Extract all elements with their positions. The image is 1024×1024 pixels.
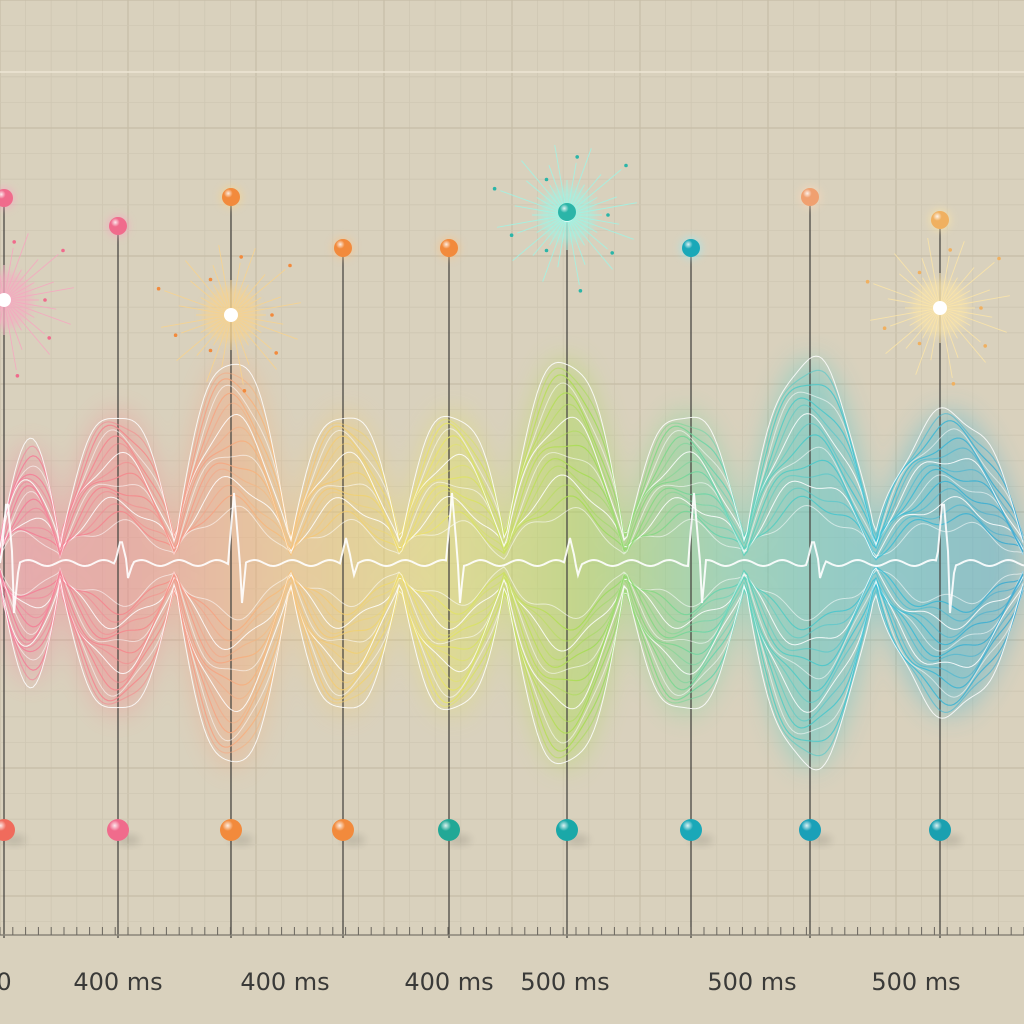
waveform-line: [0, 578, 1024, 713]
waveform-line: [0, 434, 1024, 558]
waveform-line: [0, 578, 1024, 771]
marker-bead-bottom: [0, 819, 26, 845]
marker-bead-bottom: [799, 819, 832, 845]
marker-bead-bottom: [220, 819, 253, 845]
marker-bead-bottom: [107, 819, 140, 845]
marker-bead-top: [332, 237, 354, 259]
marker-bead-bottom: [332, 819, 365, 845]
x-tick-label: 0: [0, 968, 12, 996]
waveform-line: [0, 504, 1024, 560]
x-axis-tick-labels: 0 400 ms 400 ms 400 ms 500 ms 500 ms 500 ms: [0, 968, 961, 996]
marker-bead-top: [0, 187, 15, 209]
x-tick-label: 400 ms: [240, 968, 329, 996]
marker-bead-top: [556, 201, 578, 223]
marker-bead-bottom: [438, 819, 471, 845]
x-tick-label: 400 ms: [73, 968, 162, 996]
wave-glow: [0, 358, 1024, 768]
waveform-line: [0, 573, 1024, 704]
waveform-line: [0, 566, 1024, 680]
wave-glow-fill: [0, 358, 1024, 768]
marker-bead-top: [680, 237, 702, 259]
marker-bead-top: [220, 186, 242, 208]
x-tick-label: 500 ms: [871, 968, 960, 996]
waveform-lines: [0, 355, 1024, 771]
sparkle-bursts: [0, 145, 1010, 393]
marker-bead-bottom: [680, 819, 713, 845]
waveform-line: [0, 446, 1024, 560]
sparkle-burst: [156, 245, 301, 393]
waveform-line: [0, 413, 1024, 548]
marker-bead-top: [438, 237, 460, 259]
waveform-line: [0, 422, 1024, 553]
marker-bead-bottom: [929, 819, 962, 845]
marker-bead-bottom: [556, 819, 589, 845]
marker-bead-top: [107, 215, 129, 237]
x-tick-label: 400 ms: [404, 968, 493, 996]
sparkle-burst: [0, 233, 74, 378]
marker-bead-top: [929, 209, 951, 231]
waveform-line: [0, 355, 1024, 548]
marker-beads: [0, 186, 962, 845]
sparkle-burst: [865, 238, 1010, 386]
waveform-line: [0, 568, 1024, 692]
x-tick-label: 500 ms: [707, 968, 796, 996]
signal-trace: [0, 492, 1024, 614]
x-tick-label: 500 ms: [520, 968, 609, 996]
marker-bead-top: [799, 186, 821, 208]
x-axis: [0, 927, 1024, 936]
waveform-line: [0, 566, 1024, 622]
